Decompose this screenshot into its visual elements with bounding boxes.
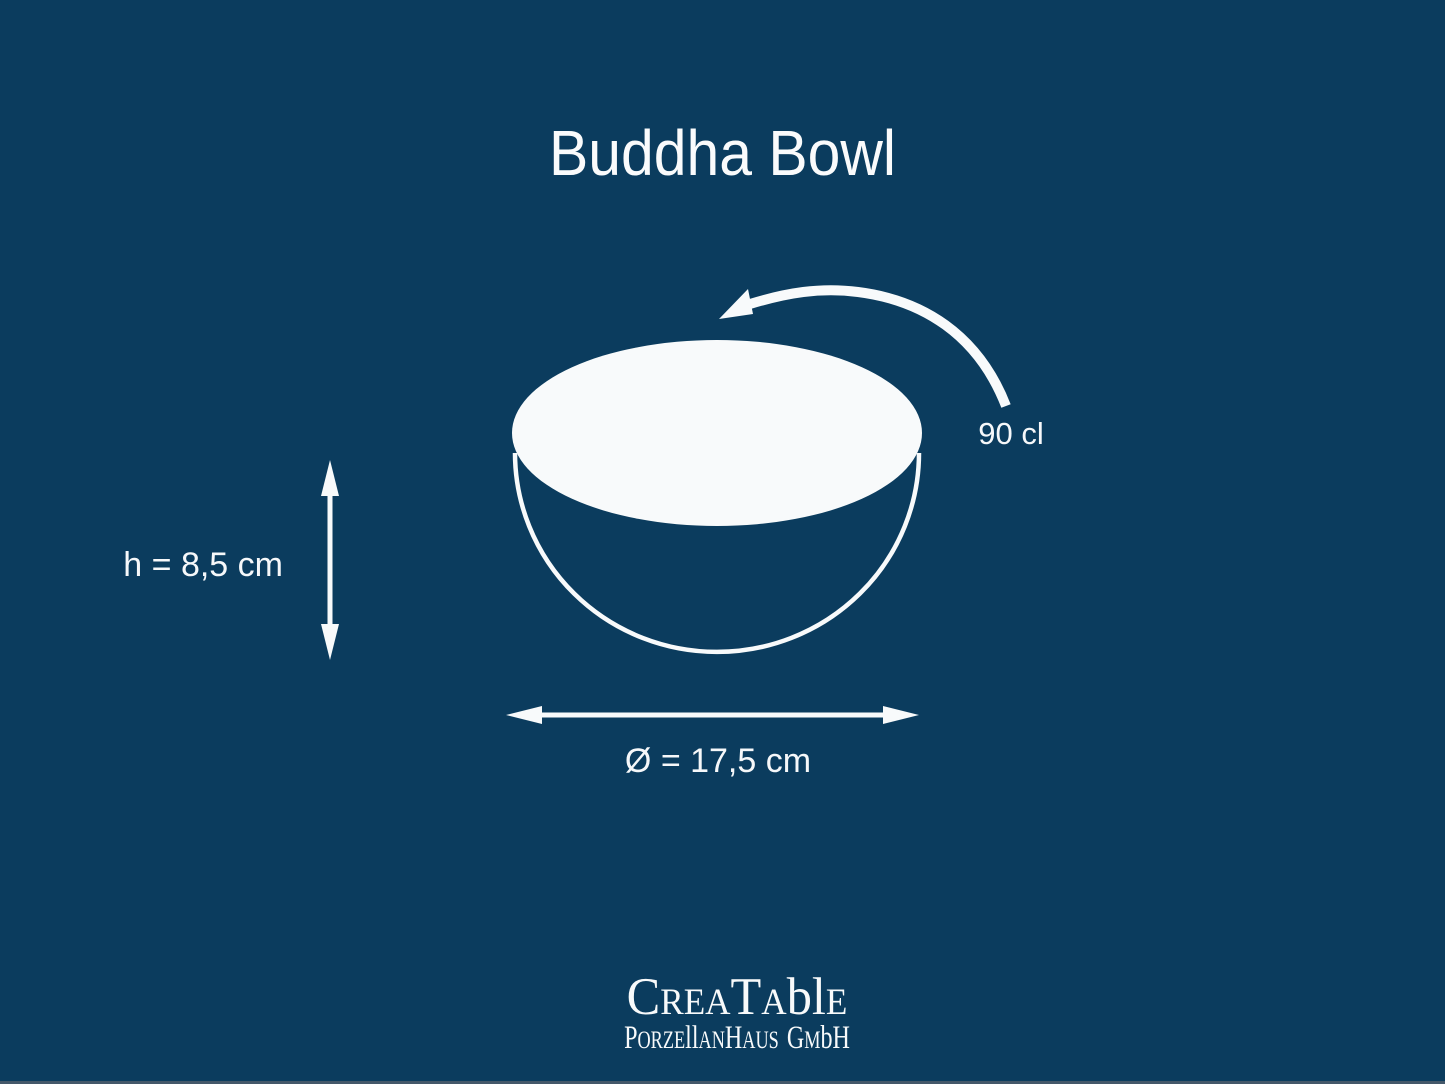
brand-subtitle-segment: P bbox=[623, 1020, 637, 1056]
height-arrowhead-top bbox=[321, 460, 339, 496]
brand-name-segment: T bbox=[730, 968, 761, 1026]
brand-logo: CREATAblE PORZEllANHAUS GMbH bbox=[582, 971, 891, 1055]
brand-name-segment: A bbox=[760, 982, 787, 1023]
brand-subtitle-segment: AUS bbox=[741, 1027, 779, 1054]
curved-rotation-arrow-icon bbox=[719, 285, 1011, 408]
brand-name-segment: C bbox=[626, 968, 660, 1026]
vertical-double-arrow-icon bbox=[321, 460, 339, 660]
brand-subtitle-segment: AN bbox=[698, 1027, 725, 1054]
brand-subtitle-segment: H bbox=[724, 1020, 742, 1056]
brand-subtitle: PORZEllANHAUS GMbH bbox=[624, 1022, 850, 1055]
page-title: Buddha Bowl bbox=[549, 117, 896, 189]
height-arrowhead-bottom bbox=[321, 624, 339, 660]
diameter-label: Ø = 17,5 cm bbox=[624, 742, 812, 780]
rotation-arrowhead bbox=[719, 289, 753, 319]
capacity-label: 90 cl bbox=[978, 416, 1044, 451]
brand-name: CREATAblE bbox=[590, 971, 884, 1024]
brand-subtitle-segment: H bbox=[832, 1020, 850, 1056]
bowl-illustration bbox=[512, 340, 922, 655]
bowl-body-outline bbox=[512, 452, 922, 655]
brand-subtitle-segment: b bbox=[819, 1020, 833, 1056]
horizontal-double-arrow-icon bbox=[506, 706, 919, 724]
rotation-arrow-arc bbox=[748, 285, 1011, 408]
brand-name-segment: E bbox=[825, 982, 847, 1023]
brand-subtitle-segment: M bbox=[803, 1027, 820, 1054]
brand-subtitle-segment: G bbox=[786, 1020, 804, 1056]
brand-name-segment: bl bbox=[786, 968, 826, 1026]
brand-subtitle-segment: ll bbox=[684, 1020, 699, 1056]
diameter-arrowhead-left bbox=[506, 706, 542, 724]
bottom-edge-line bbox=[0, 1081, 1445, 1084]
brand-name-segment: REA bbox=[659, 982, 731, 1023]
diameter-arrowhead-right bbox=[883, 706, 919, 724]
height-label: h = 8,5 cm bbox=[123, 546, 283, 584]
bowl-opening-ellipse bbox=[512, 340, 922, 526]
brand-subtitle-segment: ORZE bbox=[636, 1027, 685, 1054]
